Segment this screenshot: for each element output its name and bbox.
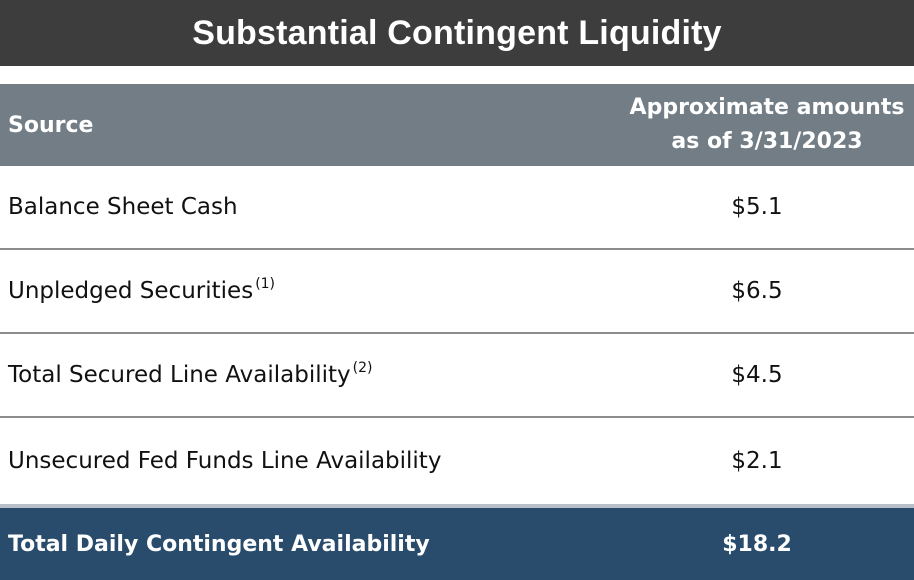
row-source-label: Balance Sheet Cash — [8, 194, 238, 220]
row-source: Unpledged Securities (1) — [0, 276, 600, 304]
table-row: Unpledged Securities (1) $6.5 — [0, 250, 914, 334]
total-amount: $18.2 — [722, 531, 792, 557]
row-amount: $2.1 — [731, 448, 783, 474]
total-row: Total Daily Contingent Availability $18.… — [0, 508, 914, 580]
header-amount: Approximate amounts as of 3/31/2023 — [600, 91, 914, 159]
footnote-marker: (1) — [255, 276, 276, 292]
table-row: Balance Sheet Cash $5.1 — [0, 166, 914, 250]
row-source-label: Total Secured Line Availability — [8, 362, 351, 388]
header-source: Source — [8, 112, 94, 138]
total-divider — [0, 504, 914, 508]
row-source-label: Unsecured Fed Funds Line Availability — [8, 448, 442, 474]
table-row: Unsecured Fed Funds Line Availability $2… — [0, 418, 914, 504]
row-source: Balance Sheet Cash — [0, 194, 600, 220]
row-source-label: Unpledged Securities — [8, 278, 254, 304]
row-source: Total Secured Line Availability (2) — [0, 360, 600, 388]
header-amount-line1: Approximate amounts — [629, 95, 905, 120]
footnote-marker: (2) — [352, 360, 373, 376]
row-amount: $6.5 — [731, 278, 783, 304]
row-amount: $5.1 — [731, 194, 783, 220]
total-source: Total Daily Contingent Availability — [8, 531, 430, 557]
header-amount-line2: as of 3/31/2023 — [671, 129, 863, 154]
title-bar: Substantial Contingent Liquidity — [0, 0, 914, 66]
row-amount: $4.5 — [731, 362, 783, 388]
table-row: Total Secured Line Availability (2) $4.5 — [0, 334, 914, 418]
liquidity-table: Source Approximate amounts as of 3/31/20… — [0, 84, 914, 504]
page-title: Substantial Contingent Liquidity — [192, 13, 722, 52]
table-header-row: Source Approximate amounts as of 3/31/20… — [0, 84, 914, 166]
row-source: Unsecured Fed Funds Line Availability — [0, 448, 600, 474]
